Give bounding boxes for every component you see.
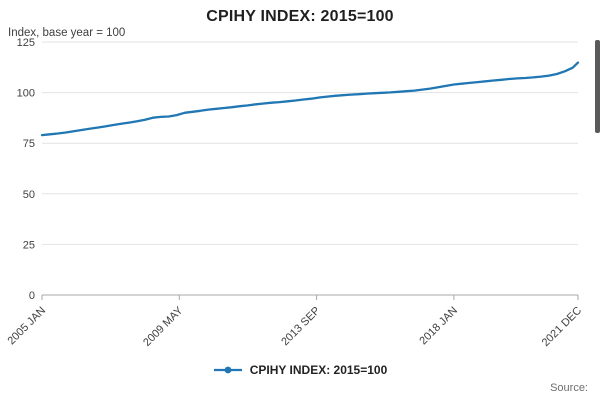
- svg-text:2005 JAN: 2005 JAN: [5, 305, 48, 348]
- scrollbar[interactable]: [595, 40, 600, 133]
- svg-text:50: 50: [23, 189, 35, 201]
- svg-text:25: 25: [23, 239, 35, 251]
- chart-title: CPIHY INDEX: 2015=100: [206, 8, 394, 25]
- chart-canvas: 0 25 50 75 100 125 2005 JAN 2009 MAY 2013 SEP 201…: [5, 37, 584, 349]
- legend-label: CPIHY INDEX: 2015=100: [249, 363, 388, 377]
- svg-text:2013 SEP: 2013 SEP: [279, 305, 323, 349]
- svg-text:2009 MAY: 2009 MAY: [141, 304, 186, 349]
- legend-line-marker-icon: [213, 366, 242, 374]
- svg-text:125: 125: [17, 37, 35, 49]
- svg-text:75: 75: [23, 138, 35, 150]
- svg-text:100: 100: [17, 88, 35, 100]
- y-axis-title: Index, base year = 100: [8, 27, 126, 39]
- legend: CPIHY INDEX: 2015=100: [0, 363, 600, 377]
- svg-text:2021 DEC: 2021 DEC: [540, 305, 584, 349]
- svg-text:0: 0: [29, 290, 35, 302]
- svg-text:2018 JAN: 2018 JAN: [417, 305, 460, 348]
- source-label: Source:: [550, 382, 588, 394]
